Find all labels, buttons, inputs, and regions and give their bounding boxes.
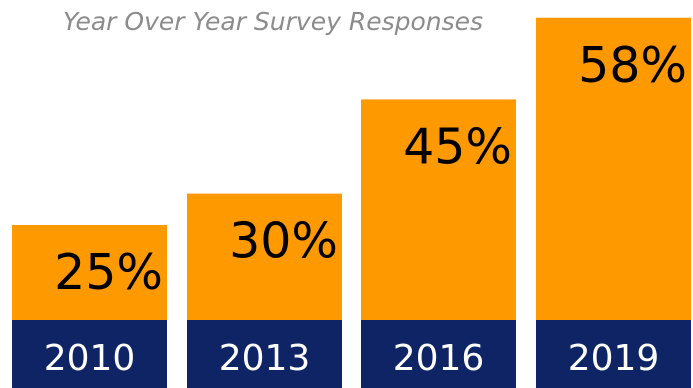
data-label-2013: 30% xyxy=(229,213,338,270)
data-label-2016: 45% xyxy=(403,118,512,175)
bar-base-2016 xyxy=(361,320,516,388)
chart-title: Year Over Year Survey Responses xyxy=(63,7,483,36)
bar-2016 xyxy=(361,99,516,321)
category-label-2013: 2013 xyxy=(219,338,311,379)
bar-group-2016: 45% 2016 xyxy=(361,99,516,388)
bar-group-2010: 25% 2010 xyxy=(12,225,167,388)
bar-base-2013 xyxy=(187,320,342,388)
bar-group-2013: 30% 2013 xyxy=(187,193,342,388)
bar-group-2019: 58% 2019 xyxy=(536,17,691,388)
data-label-2010: 25% xyxy=(54,244,163,301)
bar-base-2019 xyxy=(536,320,691,388)
bar-2010 xyxy=(12,225,167,320)
bar-2013 xyxy=(187,193,342,320)
category-label-2010: 2010 xyxy=(44,338,136,379)
category-label-2019: 2019 xyxy=(568,338,660,379)
bar-2019 xyxy=(536,17,691,320)
bars-layer: 25% 2010 30% 2013 45% 2016 58% 2019 xyxy=(12,17,691,388)
bar-base-2010 xyxy=(12,320,167,388)
category-label-2016: 2016 xyxy=(393,338,485,379)
data-label-2019: 58% xyxy=(578,37,687,94)
